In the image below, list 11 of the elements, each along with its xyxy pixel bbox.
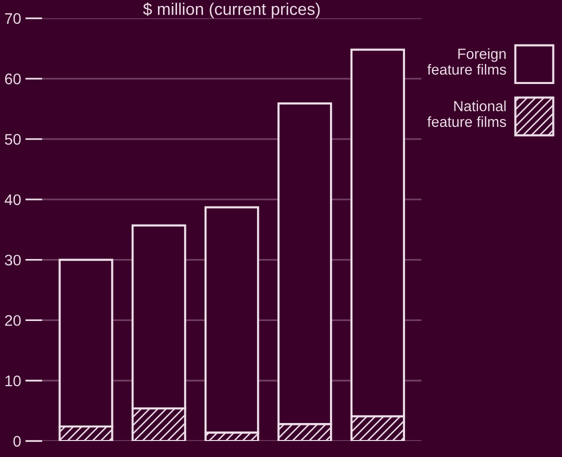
text: National feature films [427, 100, 506, 127]
y-tick-label: 20 [5, 315, 21, 326]
y-tick-label: 60 [5, 74, 21, 84]
chart-title: $ million (current prices) [143, 2, 320, 18]
y-tick-label: 70 [5, 13, 21, 24]
series-label: Foreign feature films [427, 48, 506, 75]
y-tick-label: 0 [13, 436, 21, 447]
y-tick-label: 10 [5, 375, 21, 386]
y-tick-label: 50 [4, 134, 21, 145]
y-tick-label: 30 [4, 254, 21, 266]
y-tick-label: 40 [4, 194, 21, 206]
